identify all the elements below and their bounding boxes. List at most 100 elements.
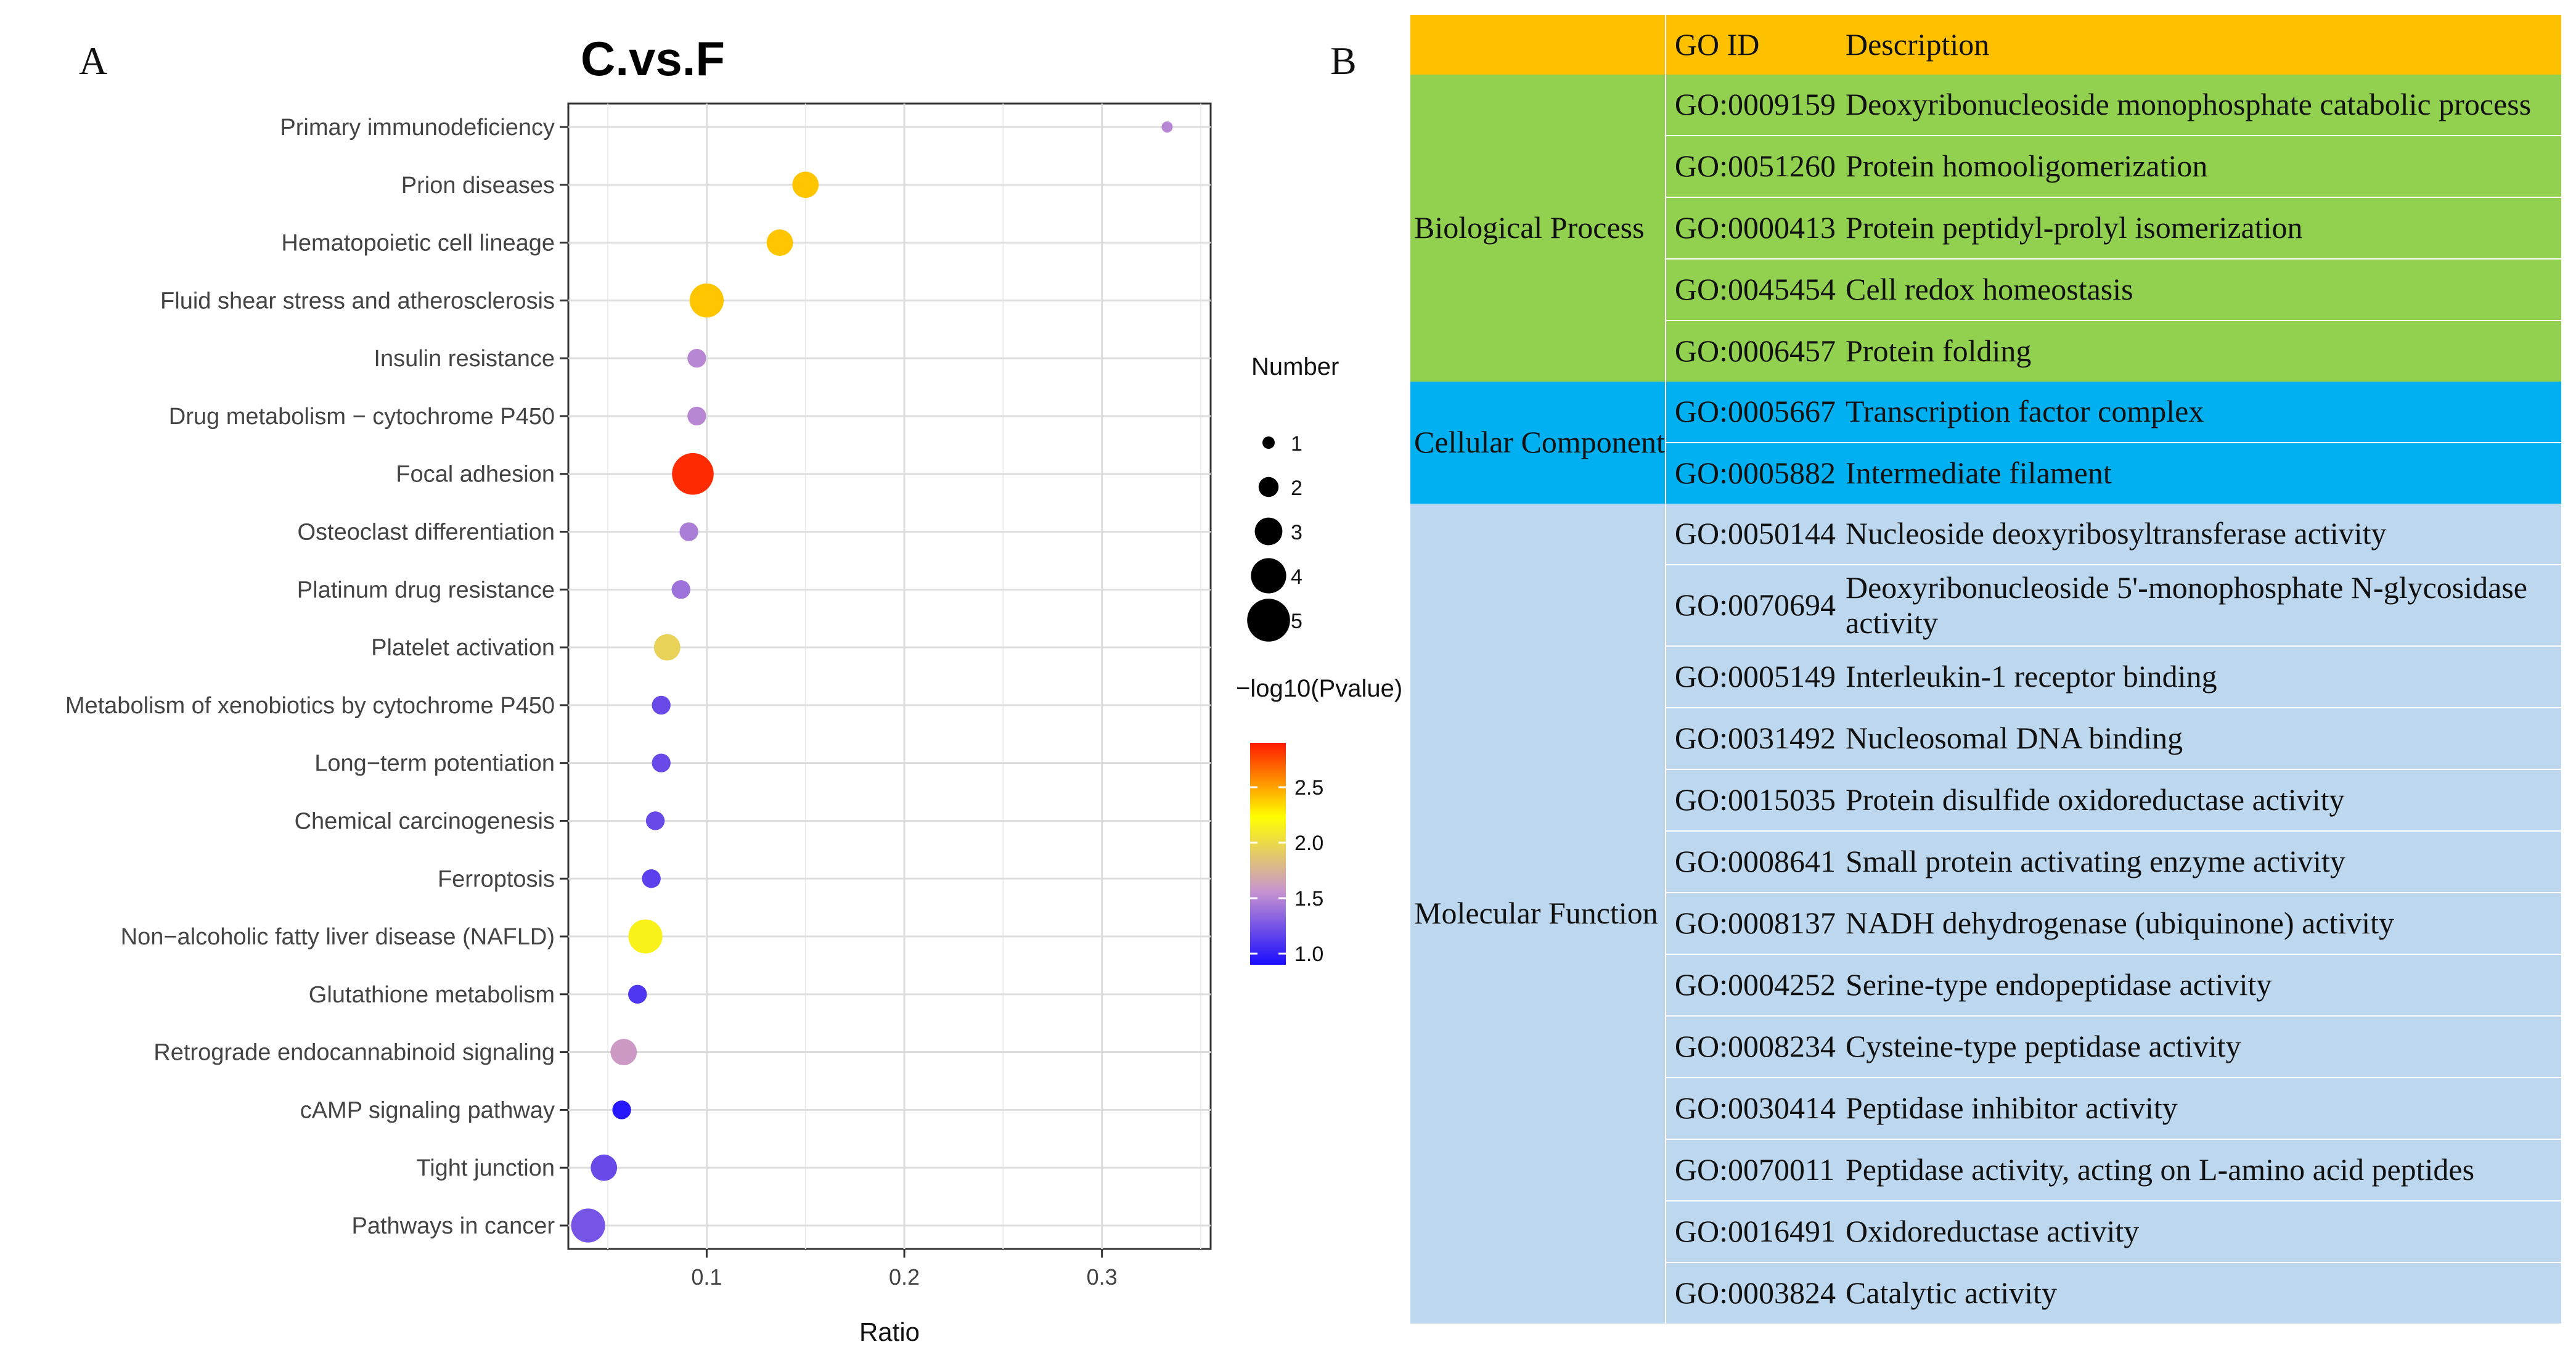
description-cell: Protein homooligomerization xyxy=(1836,135,2561,197)
description-cell: Catalytic activity xyxy=(1836,1262,2561,1324)
size-legend-circle xyxy=(1251,558,1286,594)
y-tick-label: Tight junction xyxy=(416,1155,555,1181)
go-id-cell: GO:0070011 xyxy=(1664,1139,1836,1201)
go-id-cell: GO:0015035 xyxy=(1664,769,1836,831)
table-row: GO:0016491 Oxidoreductase activity xyxy=(1410,1200,2561,1263)
y-tick-label: Retrograde endocannabinoid signaling xyxy=(153,1040,555,1066)
data-point xyxy=(766,229,793,256)
y-tick-label: Platelet activation xyxy=(371,635,555,661)
color-tick-label: 2.0 xyxy=(1294,832,1323,855)
table-row: GO:0070011 Peptidase activity, acting on … xyxy=(1410,1139,2561,1201)
table-row: GO:0004252 Serine-type endopeptidase acti… xyxy=(1410,954,2561,1016)
x-tick-label: 0.2 xyxy=(889,1264,920,1290)
y-tick-label: Chemical carcinogenesis xyxy=(295,808,555,834)
description-cell: Intermediate filament xyxy=(1836,442,2561,504)
description-cell: Deoxyribonucleoside monophosphate catabo… xyxy=(1836,75,2561,136)
data-point xyxy=(645,811,665,830)
y-tick-label: Insulin resistance xyxy=(374,346,555,372)
size-legend-label: 5 xyxy=(1291,610,1302,633)
color-legend-title: −log10(Pvalue) xyxy=(1236,675,1402,702)
go-id-cell: GO:0030414 xyxy=(1664,1077,1836,1139)
table-row: GO:0045454 Cell redox homeostasis xyxy=(1410,258,2561,321)
size-legend-label: 2 xyxy=(1291,477,1302,500)
description-cell: Protein peptidyl-prolyl isomerization xyxy=(1836,197,2561,259)
y-tick-label: Drug metabolism − cytochrome P450 xyxy=(169,404,555,430)
size-legend-circle xyxy=(1254,517,1283,546)
y-tick-label: Non−alcoholic fatty liver disease (NAFLD… xyxy=(121,924,555,950)
go-id-cell: GO:0005667 xyxy=(1664,382,1836,443)
data-point xyxy=(628,984,647,1004)
data-point xyxy=(671,580,690,599)
data-point xyxy=(591,1154,618,1181)
color-tick-label: 2.5 xyxy=(1294,776,1323,800)
go-id-cell: GO:0008641 xyxy=(1664,830,1836,893)
y-tick-label: Primary immunodeficiency xyxy=(280,115,555,141)
go-id-cell: GO:0006457 xyxy=(1664,320,1836,382)
plot-background xyxy=(567,102,1212,1250)
go-id-cell: GO:0003824 xyxy=(1664,1262,1836,1324)
table-row: Biological Process GO:0009159 Deoxyribonuc… xyxy=(1410,75,2561,382)
y-tick-label: Glutathione metabolism xyxy=(309,982,555,1008)
y-tick-label: Hematopoietic cell lineage xyxy=(281,231,555,256)
table-row: GO:0006457 Protein folding xyxy=(1410,320,2561,382)
go-id-cell: GO:0009159 xyxy=(1664,75,1836,136)
table-row: GO:0070694 Deoxyribonucleoside 5'-monopho… xyxy=(1410,564,2561,646)
description-cell: Nucleoside deoxyribosyltransferase activ… xyxy=(1836,504,2561,565)
axis-layer: 0.1 0.2 0.3 Primary immunodeficiency Prion d… xyxy=(65,115,1118,1290)
description-cell: Protein folding xyxy=(1836,320,2561,382)
table-row: GO:0005149 Interleukin-1 receptor binding xyxy=(1410,645,2561,708)
category-cell: Biological Process xyxy=(1410,75,1666,382)
data-point xyxy=(653,634,681,661)
table-row: GO:0003824 Catalytic activity xyxy=(1410,1262,2561,1324)
category-cell: Molecular Function xyxy=(1410,504,1666,1324)
go-id-cell: GO:0016491 xyxy=(1664,1200,1836,1263)
table-row: GO:0005882 Intermediate filament xyxy=(1410,442,2561,504)
y-tick-label: Long−term potentiation xyxy=(314,751,555,777)
data-point xyxy=(792,171,819,199)
size-legend-label: 1 xyxy=(1291,432,1302,456)
description-cell: Protein disulfide oxidoreductase activit… xyxy=(1836,769,2561,831)
y-tick-label: Fluid shear stress and atherosclerosis xyxy=(160,288,555,314)
category-cell: Cellular Component xyxy=(1410,382,1666,504)
bubble-chart: 0.1 0.2 0.3 Primary immunodeficiency Prion d… xyxy=(65,31,1402,1346)
header-go-id: GO ID xyxy=(1664,15,1836,75)
description-cell: Peptidase activity, acting on L-amino ac… xyxy=(1836,1139,2561,1201)
data-point xyxy=(679,522,698,541)
size-legend: 1 2 3 4 5 xyxy=(1247,432,1302,642)
table-row: Molecular Function GO:0050144 Nucleoside d… xyxy=(1410,504,2561,1324)
description-cell: Interleukin-1 receptor binding xyxy=(1836,645,2561,708)
data-point xyxy=(672,452,714,495)
size-legend-circle xyxy=(1247,599,1290,642)
table-row: GO:0051260 Protein homooligomerization xyxy=(1410,135,2561,197)
data-point xyxy=(642,869,661,888)
go-id-cell: GO:0005149 xyxy=(1664,645,1836,708)
size-legend-circle xyxy=(1258,477,1279,497)
data-point xyxy=(687,348,706,368)
y-tick-label: Focal adhesion xyxy=(396,462,555,488)
x-tick-label: 0.3 xyxy=(1087,1264,1118,1290)
y-tick-label: Osteoclast differentiation xyxy=(297,520,555,546)
y-tick-label: Ferroptosis xyxy=(438,866,555,892)
color-tick-label: 1.0 xyxy=(1294,943,1323,966)
table-row: GO:0008137 NADH dehydrogenase (ubiquinone… xyxy=(1410,892,2561,954)
data-point xyxy=(571,1208,605,1243)
description-cell: Deoxyribonucleoside 5'-monophosphate N-g… xyxy=(1836,564,2561,646)
size-legend-title: Number xyxy=(1251,353,1339,380)
go-id-cell: GO:0008137 xyxy=(1664,892,1836,954)
data-point xyxy=(652,753,671,772)
go-id-cell: GO:0005882 xyxy=(1664,442,1836,504)
points-layer xyxy=(571,121,1173,1243)
data-point xyxy=(610,1039,637,1066)
go-id-cell: GO:0004252 xyxy=(1664,954,1836,1016)
go-id-cell: GO:0070694 xyxy=(1664,564,1836,646)
data-point xyxy=(687,406,706,426)
description-cell: Oxidoreductase activity xyxy=(1836,1200,2561,1263)
description-cell: Transcription factor complex xyxy=(1836,382,2561,443)
description-cell: Small protein activating enzyme activity xyxy=(1836,830,2561,893)
panel-a-letter: A xyxy=(79,39,108,83)
go-table: GO ID Description Biological Process GO:000… xyxy=(1410,15,2561,1324)
go-id-cell: GO:0031492 xyxy=(1664,707,1836,769)
y-tick-label: Prion diseases xyxy=(401,173,555,199)
color-tick-label: 1.5 xyxy=(1294,887,1323,911)
size-legend-label: 3 xyxy=(1291,521,1302,544)
